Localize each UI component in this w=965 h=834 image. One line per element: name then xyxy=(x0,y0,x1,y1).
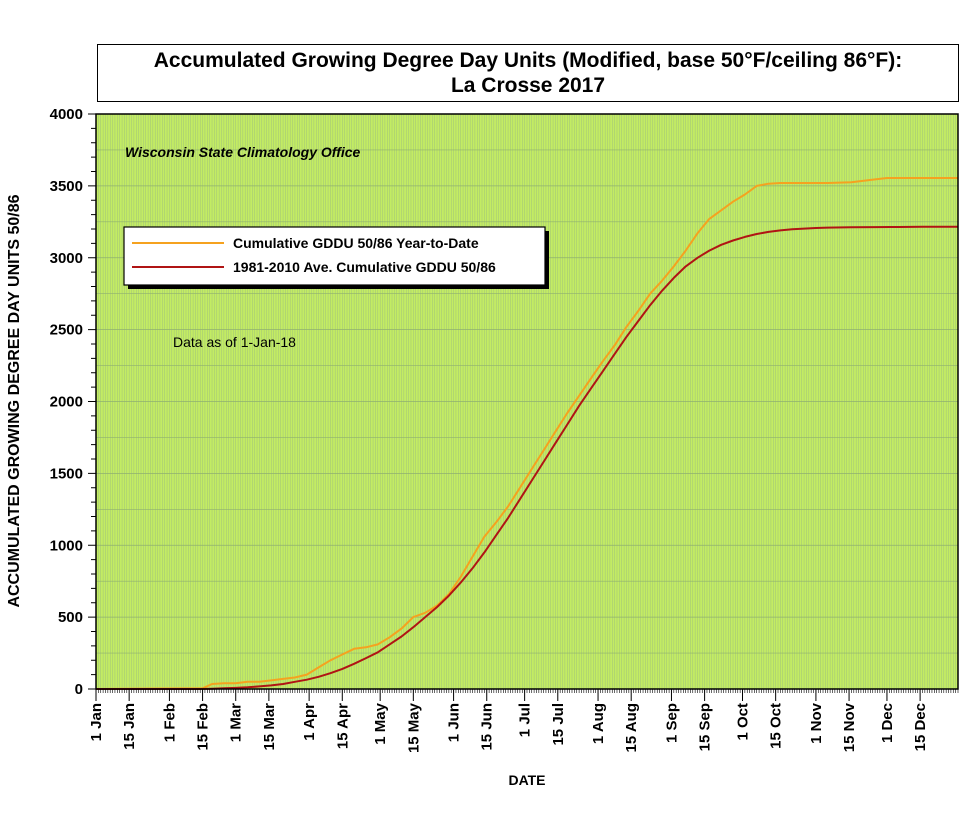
y-tick-label: 1000 xyxy=(50,537,83,554)
x-tick-label: 1 Sep xyxy=(664,703,681,743)
y-tick-label: 3000 xyxy=(50,250,83,267)
y-tick-label: 500 xyxy=(58,609,83,626)
y-axis: 0 500 1000 1500 2000 2500 3000 3500 4000 xyxy=(50,106,96,698)
x-tick-label: 1 Nov xyxy=(808,702,825,744)
y-tick-label: 0 xyxy=(75,681,83,698)
x-tick-label: 15 Oct xyxy=(768,703,785,749)
x-tick-label: 15 Apr xyxy=(334,703,351,749)
source-annotation: Wisconsin State Climatology Office xyxy=(125,144,361,160)
chart-title: Accumulated Growing Degree Day Units (Mo… xyxy=(153,49,903,72)
x-tick-label: 1 Jun xyxy=(446,703,463,742)
x-tick-label: 1 Jul xyxy=(517,703,534,737)
series-lines xyxy=(95,177,958,690)
x-tick-label: 15 Nov xyxy=(841,702,858,752)
series-line-1 xyxy=(96,225,958,690)
x-axis-title: DATE xyxy=(508,772,545,788)
x-axis: 1 Jan 15 Jan 1 Feb 15 Feb 1 Mar 15 Mar 1 Apr 15… xyxy=(88,689,959,753)
x-tick-label: 15 Aug xyxy=(623,703,640,752)
legend-label-ytd: Cumulative GDDU 50/86 Year-to-Date xyxy=(233,235,479,251)
x-tick-label: 1 Aug xyxy=(590,703,607,744)
y-tick-label: 1500 xyxy=(50,465,83,482)
y-tick-label: 2000 xyxy=(50,394,83,411)
x-tick-label: 1 Oct xyxy=(735,703,752,741)
x-tick-label: 15 Jun xyxy=(479,703,496,751)
x-tick-label: 1 Feb xyxy=(161,703,178,742)
legend-label-avg: 1981-2010 Ave. Cumulative GDDU 50/86 xyxy=(233,259,496,275)
x-tick-label: 15 Jul xyxy=(550,703,567,746)
x-tick-label: 15 Feb xyxy=(195,703,212,751)
chart-subtitle: La Crosse 2017 xyxy=(450,74,606,97)
as-of-annotation: Data as of 1-Jan-18 xyxy=(173,334,296,350)
y-tick-label: 3500 xyxy=(50,178,83,195)
x-tick-label: 15 Sep xyxy=(697,703,714,751)
y-tick-label: 2500 xyxy=(50,322,83,339)
x-tick-label: 1 Dec xyxy=(879,703,896,743)
x-tick-label: 15 Mar xyxy=(261,703,278,751)
x-tick-label: 15 Jan xyxy=(121,703,138,750)
chart-title-box: Accumulated Growing Degree Day Units (Mo… xyxy=(97,44,959,102)
y-axis-title: ACCUMULATED GROWING DEGREE DAY UNITS 50/… xyxy=(6,194,23,607)
series-line-0 xyxy=(95,177,958,690)
x-tick-label: 1 Mar xyxy=(228,703,245,742)
x-tick-label: 15 May xyxy=(405,702,422,753)
x-tick-label: 1 May xyxy=(372,702,389,744)
legend-box xyxy=(123,226,546,286)
legend: Cumulative GDDU 50/86 Year-to-Date 1981-… xyxy=(123,226,549,289)
x-tick-label: 15 Dec xyxy=(912,703,929,751)
grid-lines xyxy=(95,113,959,690)
x-tick-label: 1 Apr xyxy=(301,703,318,741)
y-tick-label: 4000 xyxy=(50,106,83,123)
x-tick-label: 1 Jan xyxy=(88,703,105,741)
